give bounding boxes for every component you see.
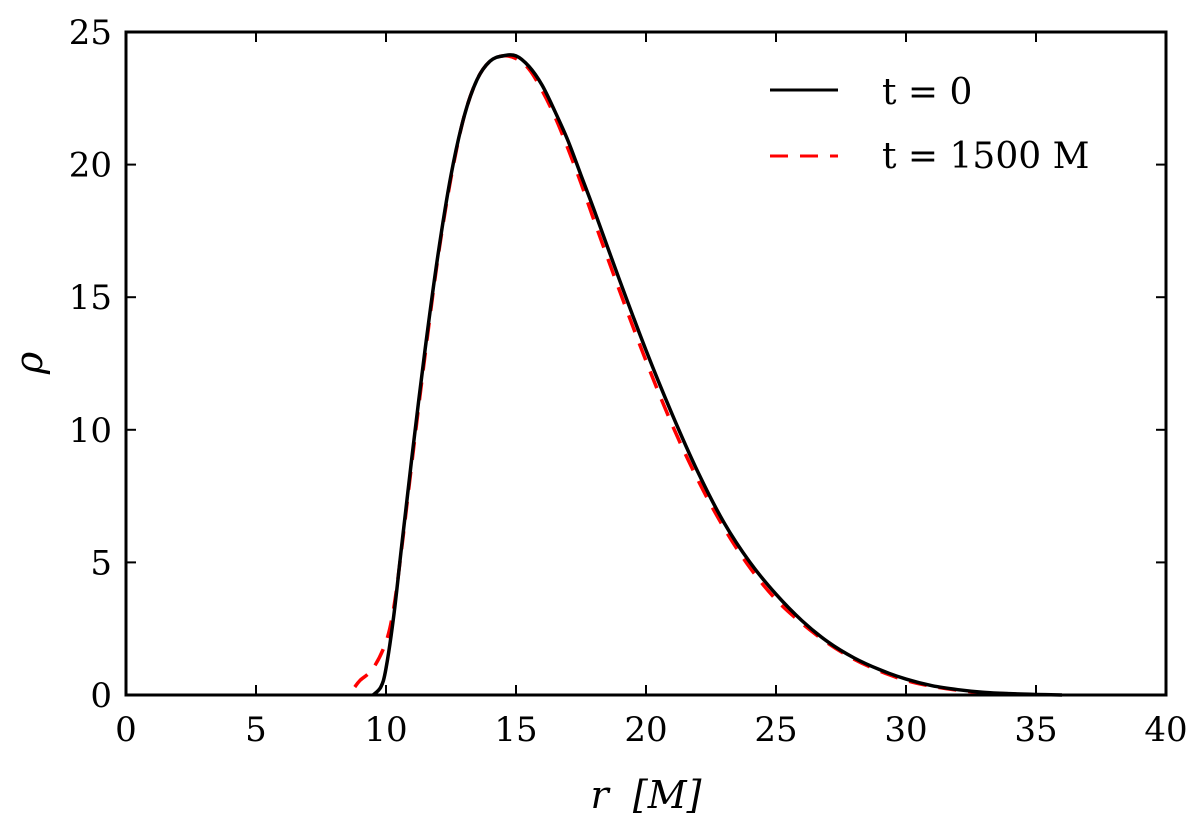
x-tick-label-5: 25 [754, 710, 797, 750]
x-tick-label-2: 10 [364, 710, 407, 750]
x-tick-label-8: 40 [1144, 710, 1187, 750]
legend-label-t1500: t = 1500 M [882, 136, 1089, 177]
axes-ticks: 0 5 10 15 20 25 30 35 40 0 5 10 15 20 25 [69, 13, 1188, 750]
legend-label-t0: t = 0 [882, 72, 972, 113]
y-tick-label-5: 25 [69, 13, 112, 53]
plot-frame [124, 30, 1168, 697]
x-tick-label-7: 35 [1014, 710, 1057, 750]
x-axis-label: r [M] [591, 773, 702, 817]
y-tick-label-4: 20 [69, 146, 112, 186]
x-tick-label-3: 15 [494, 710, 537, 750]
x-tick-label-1: 5 [245, 710, 267, 750]
x-tick-label-4: 20 [624, 710, 667, 750]
y-tick-label-0: 0 [90, 676, 112, 716]
y-tick-label-2: 10 [69, 411, 112, 451]
x-tick-label-6: 30 [884, 710, 927, 750]
y-tick-label-1: 5 [90, 543, 112, 583]
x-tick-label-0: 0 [115, 710, 137, 750]
series-0-line [371, 53, 1063, 697]
legend: t = 0 t = 1500 M [770, 72, 1089, 177]
y-axis-label: ρ [7, 351, 51, 375]
y-tick-label-3: 15 [69, 278, 112, 318]
